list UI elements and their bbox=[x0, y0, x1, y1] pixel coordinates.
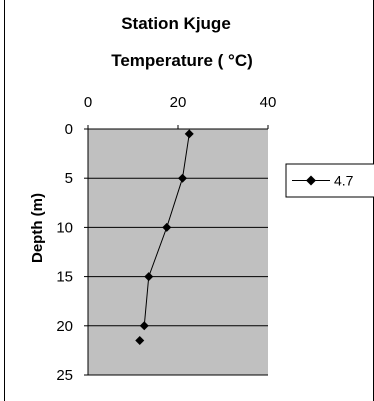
y-tick-label-15: 15 bbox=[56, 269, 73, 286]
legend-label: 4.7 bbox=[334, 173, 354, 189]
data-point-diamond-0-5 bbox=[135, 336, 145, 346]
y-tick-label-0: 0 bbox=[65, 121, 73, 138]
plot-area bbox=[88, 129, 268, 375]
x-tick-label-0: 0 bbox=[84, 94, 92, 111]
legend: 4.7 bbox=[285, 163, 374, 198]
data-point-diamond-0-1 bbox=[178, 173, 187, 183]
data-point-diamond-0-4 bbox=[139, 321, 149, 331]
y-tick-label-10: 10 bbox=[56, 219, 73, 236]
data-point-diamond-0-3 bbox=[144, 272, 154, 282]
data-point-diamond-0-0 bbox=[184, 129, 194, 139]
y-axis-title: Depth (m) bbox=[29, 193, 46, 263]
x-axis-ticks: 0 20 40 bbox=[84, 94, 277, 129]
y-tick-label-5: 5 bbox=[65, 170, 73, 187]
y-tick-label-20: 20 bbox=[56, 318, 73, 335]
data-point-diamond-0-2 bbox=[162, 222, 172, 232]
x-axis-title: Temperature ( °C) bbox=[111, 51, 253, 70]
y-axis-ticks: 0 5 10 15 20 25 bbox=[56, 121, 88, 384]
chart-title: Station Kjuge bbox=[121, 14, 231, 33]
series-layer bbox=[135, 129, 194, 346]
x-tick-label-20: 20 bbox=[170, 94, 187, 111]
x-tick-label-40: 40 bbox=[260, 94, 277, 111]
y-tick-label-25: 25 bbox=[56, 367, 73, 384]
legend-marker-diamond bbox=[306, 175, 316, 186]
